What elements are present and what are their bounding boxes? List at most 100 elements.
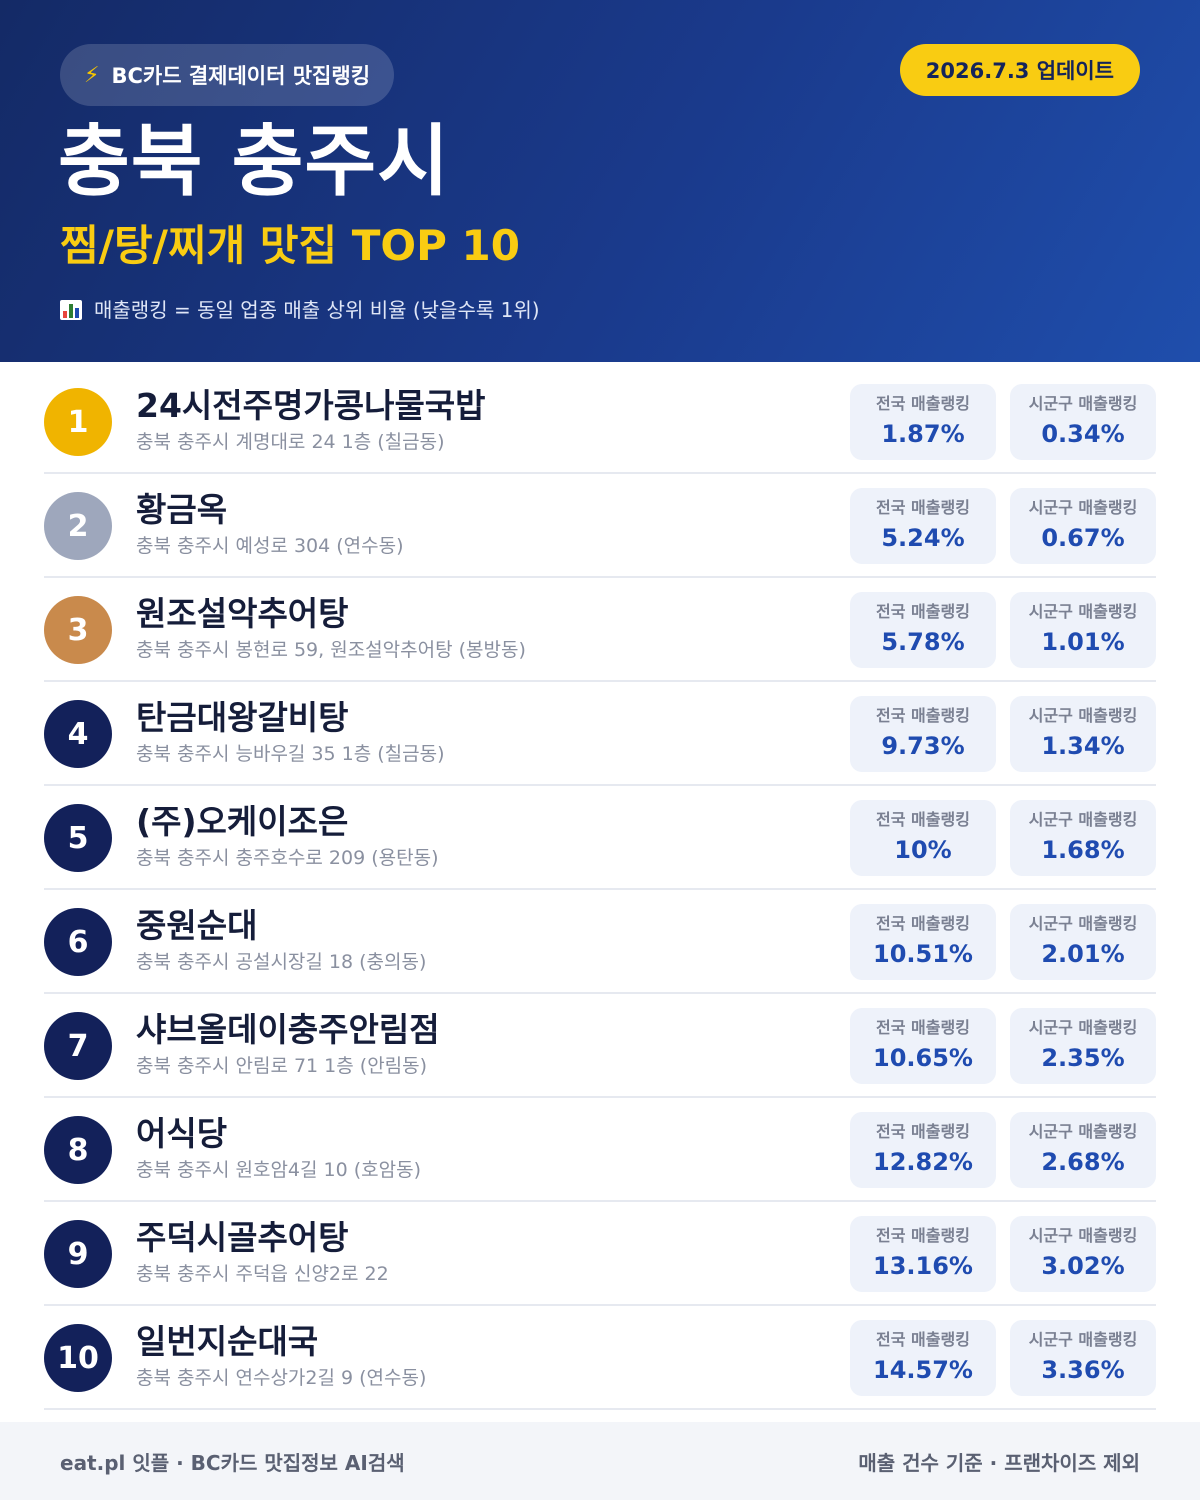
restaurant-address: 충북 충주시 원호암4길 10 (호암동) — [136, 1159, 422, 1181]
restaurant-name: 어식당 — [136, 1114, 228, 1153]
local-ranking-card: 시군구 매출랭킹 2.35% — [1010, 1008, 1156, 1084]
restaurant-name: 24시전주명가콩나물국밥 — [136, 386, 486, 425]
ranking-value: 14.57% — [873, 1356, 973, 1384]
list-item[interactable]: 3 원조설악추어탕 충북 충주시 봉현로 59, 원조설악추어탕 (봉방동) 전국 매… — [44, 578, 1156, 682]
restaurant-address: 충북 충주시 충주호수로 209 (용탄동) — [136, 847, 439, 869]
ranking-value: 1.34% — [1041, 732, 1125, 760]
local-ranking-card: 시군구 매출랭킹 2.68% — [1010, 1112, 1156, 1188]
rank-badge: 1 — [44, 388, 112, 456]
rank-badge: 2 — [44, 492, 112, 560]
ranking-value: 10.65% — [873, 1044, 973, 1072]
ranking-value: 3.36% — [1041, 1356, 1125, 1384]
ranking-value: 3.02% — [1041, 1252, 1125, 1280]
source-label: BC카드 결제데이터 맛집랭킹 — [111, 64, 371, 88]
list-item[interactable]: 5 (주)오케이조은 충북 충주시 충주호수로 209 (용탄동) 전국 매출랭킹 10… — [44, 786, 1156, 890]
ranking-label: 전국 매출랭킹 — [876, 394, 970, 413]
ranking-label: 시군구 매출랭킹 — [1028, 706, 1138, 725]
ranking-value: 2.35% — [1041, 1044, 1125, 1072]
ranking-label: 시군구 매출랭킹 — [1028, 602, 1138, 621]
list-item[interactable]: 8 어식당 충북 충주시 원호암4길 10 (호암동) 전국 매출랭킹 12.82% 시군… — [44, 1098, 1156, 1202]
ranking-label: 전국 매출랭킹 — [876, 498, 970, 517]
lightning-icon: ⚡ — [84, 62, 100, 88]
restaurant-address: 충북 충주시 연수상가2길 9 (연수동) — [136, 1367, 427, 1389]
local-ranking-card: 시군구 매출랭킹 3.36% — [1010, 1320, 1156, 1396]
ranking-value: 13.16% — [873, 1252, 973, 1280]
restaurant-name: 탄금대왕갈비탕 — [136, 698, 349, 737]
national-ranking-card: 전국 매출랭킹 10.65% — [850, 1008, 996, 1084]
ranking-label: 전국 매출랭킹 — [876, 810, 970, 829]
ranking-value: 1.87% — [881, 420, 965, 448]
footer-criteria: 매출 건수 기준 · 프랜차이즈 제외 — [858, 1450, 1140, 1475]
restaurant-address: 충북 충주시 계명대로 24 1층 (칠금동) — [136, 431, 445, 453]
ranking-label: 시군구 매출랭킹 — [1028, 1330, 1138, 1349]
national-ranking-card: 전국 매출랭킹 12.82% — [850, 1112, 996, 1188]
rank-badge: 8 — [44, 1116, 112, 1184]
ranking-value: 1.01% — [1041, 628, 1125, 656]
local-ranking-card: 시군구 매출랭킹 1.68% — [1010, 800, 1156, 876]
ranking-label: 전국 매출랭킹 — [876, 706, 970, 725]
ranking-label: 시군구 매출랭킹 — [1028, 1122, 1138, 1141]
ranking-label: 전국 매출랭킹 — [876, 602, 970, 621]
ranking-value: 0.67% — [1041, 524, 1125, 552]
restaurant-name: 주덕시골추어탕 — [136, 1218, 349, 1257]
ranking-label: 시군구 매출랭킹 — [1028, 810, 1138, 829]
rank-badge: 4 — [44, 700, 112, 768]
rank-badge: 7 — [44, 1012, 112, 1080]
ranking-value: 1.68% — [1041, 836, 1125, 864]
region-title: 충북 충주시 — [58, 117, 450, 207]
ranking-label: 시군구 매출랭킹 — [1028, 914, 1138, 933]
ranking-value: 10% — [894, 836, 952, 864]
ranking-label: 시군구 매출랭킹 — [1028, 1226, 1138, 1245]
ranking-value: 12.82% — [873, 1148, 973, 1176]
local-ranking-card: 시군구 매출랭킹 0.67% — [1010, 488, 1156, 564]
list-item[interactable]: 2 황금옥 충북 충주시 예성로 304 (연수동) 전국 매출랭킹 5.24% 시군구 … — [44, 474, 1156, 578]
restaurant-address: 충북 충주시 안림로 71 1층 (안림동) — [136, 1055, 428, 1077]
ranking-note-text: 매출랭킹 = 동일 업종 매출 상위 비율 (낮을수록 1위) — [94, 298, 540, 322]
national-ranking-card: 전국 매출랭킹 9.73% — [850, 696, 996, 772]
local-ranking-card: 시군구 매출랭킹 2.01% — [1010, 904, 1156, 980]
national-ranking-card: 전국 매출랭킹 10.51% — [850, 904, 996, 980]
ranking-note: 매출랭킹 = 동일 업종 매출 상위 비율 (낮을수록 1위) — [60, 294, 540, 326]
bar-chart-icon — [60, 300, 82, 320]
restaurant-address: 충북 충주시 봉현로 59, 원조설악추어탕 (봉방동) — [136, 639, 526, 661]
local-ranking-card: 시군구 매출랭킹 1.34% — [1010, 696, 1156, 772]
footer-source: eat.pl 잇플 · BC카드 맛집정보 AI검색 — [60, 1450, 405, 1475]
ranking-value: 0.34% — [1041, 420, 1125, 448]
ranking-label: 시군구 매출랭킹 — [1028, 1018, 1138, 1037]
national-ranking-card: 전국 매출랭킹 5.24% — [850, 488, 996, 564]
restaurant-address: 충북 충주시 공설시장길 18 (충의동) — [136, 951, 427, 973]
update-badge: 2026.7.3 업데이트 — [899, 44, 1140, 96]
ranking-label: 시군구 매출랭킹 — [1028, 394, 1138, 413]
national-ranking-card: 전국 매출랭킹 10% — [850, 800, 996, 876]
local-ranking-card: 시군구 매출랭킹 1.01% — [1010, 592, 1156, 668]
rank-badge: 9 — [44, 1220, 112, 1288]
rank-badge: 10 — [44, 1324, 112, 1392]
ranking-label: 전국 매출랭킹 — [876, 1018, 970, 1037]
restaurant-address: 충북 충주시 능바우길 35 1층 (칠금동) — [136, 743, 445, 765]
restaurant-name: 중원순대 — [136, 906, 258, 945]
local-ranking-card: 시군구 매출랭킹 0.34% — [1010, 384, 1156, 460]
list-item[interactable]: 6 중원순대 충북 충주시 공설시장길 18 (충의동) 전국 매출랭킹 10.51% 시… — [44, 890, 1156, 994]
national-ranking-card: 전국 매출랭킹 1.87% — [850, 384, 996, 460]
ranking-value: 2.68% — [1041, 1148, 1125, 1176]
restaurant-name: 원조설악추어탕 — [136, 594, 349, 633]
category-title: 찜/탕/찌개 맛집 TOP 10 — [60, 221, 520, 270]
list-item[interactable]: 9 주덕시골추어탕 충북 충주시 주덕읍 신양2로 22 전국 매출랭킹 13.16% 시… — [44, 1202, 1156, 1306]
header-banner: ⚡ BC카드 결제데이터 맛집랭킹 2026.7.3 업데이트 충북 충주시 찜… — [0, 0, 1200, 362]
rank-badge: 6 — [44, 908, 112, 976]
ranking-value: 5.24% — [881, 524, 965, 552]
restaurant-name: (주)오케이조은 — [136, 802, 349, 841]
restaurant-name: 샤브올데이충주안림점 — [136, 1010, 440, 1049]
ranking-value: 9.73% — [881, 732, 965, 760]
restaurant-address: 충북 충주시 예성로 304 (연수동) — [136, 535, 404, 557]
national-ranking-card: 전국 매출랭킹 14.57% — [850, 1320, 996, 1396]
national-ranking-card: 전국 매출랭킹 5.78% — [850, 592, 996, 668]
ranking-value: 2.01% — [1041, 940, 1125, 968]
restaurant-name: 일번지순대국 — [136, 1322, 319, 1361]
footer: eat.pl 잇플 · BC카드 맛집정보 AI검색 매출 건수 기준 · 프랜… — [0, 1422, 1200, 1500]
